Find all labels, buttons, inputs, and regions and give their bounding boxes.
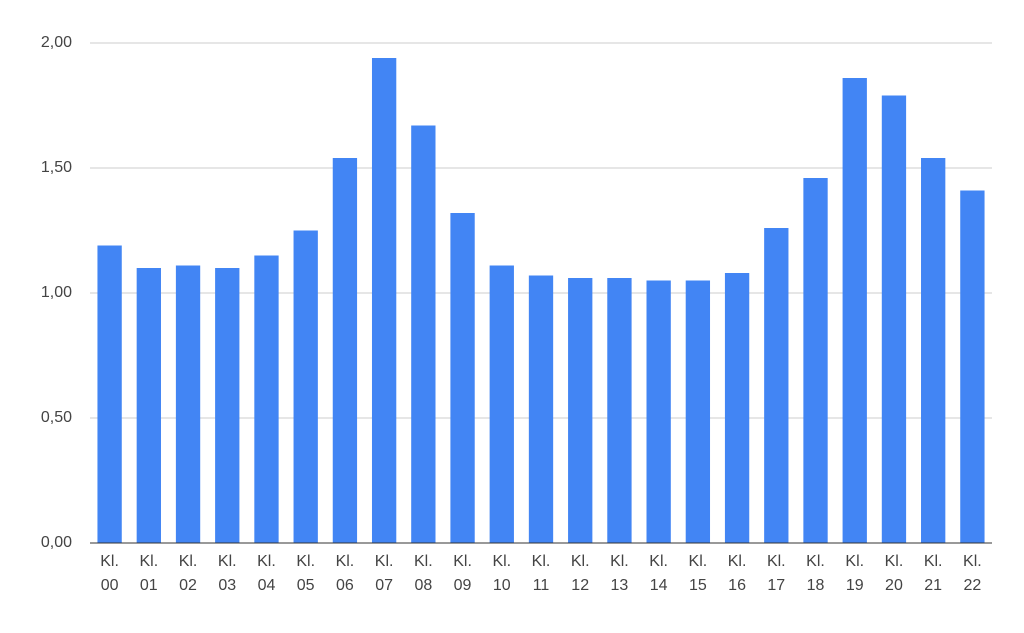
x-tick-label: Kl. 11 <box>531 553 551 594</box>
bar <box>724 273 750 543</box>
x-tick-label: Kl. 08 <box>414 553 433 594</box>
x-tick-label: Kl. 21 <box>923 553 943 594</box>
x-tick-label: Kl. 06 <box>335 553 355 594</box>
y-tick-label: 0,50 <box>41 409 72 426</box>
bar <box>175 265 201 543</box>
bar <box>371 58 397 543</box>
x-tick-label: Kl. 15 <box>688 553 708 594</box>
bar <box>450 213 475 543</box>
bar <box>921 158 946 543</box>
bar <box>607 278 632 543</box>
bar <box>685 280 711 543</box>
bar <box>215 268 240 543</box>
bar <box>97 245 122 543</box>
x-tick-label: Kl. 10 <box>492 553 512 594</box>
x-tick-label: Kl. 18 <box>806 553 825 594</box>
bar <box>332 158 358 543</box>
bar <box>489 265 514 543</box>
bar <box>136 268 161 543</box>
y-tick-label: 1,50 <box>41 159 72 176</box>
bar <box>254 255 279 543</box>
x-tick-label: Kl. 09 <box>453 553 472 594</box>
bar <box>293 230 318 543</box>
bar <box>881 95 907 543</box>
bar <box>528 275 554 543</box>
x-tick-label: Kl. 07 <box>374 553 394 594</box>
x-tick-label: Kl. 16 <box>727 553 747 594</box>
bar <box>960 190 985 543</box>
bar <box>568 278 593 543</box>
bar <box>764 228 789 543</box>
x-tick-label: Kl. 20 <box>884 553 904 594</box>
x-tick-label: Kl. 03 <box>217 553 237 594</box>
x-tick-label: Kl. 04 <box>257 553 276 594</box>
x-tick-label: Kl. 01 <box>139 553 159 594</box>
x-tick-label: Kl. 17 <box>766 553 786 594</box>
x-tick-label: Kl. 22 <box>963 553 982 594</box>
bar <box>646 280 671 543</box>
x-tick-label: Kl. 02 <box>178 553 198 594</box>
x-tick-label: Kl. 05 <box>296 553 316 594</box>
x-tick-label: Kl. 00 <box>100 553 119 594</box>
y-tick-label: 2,00 <box>41 34 72 51</box>
x-tick-label: Kl. 19 <box>845 553 865 594</box>
bar <box>842 78 867 543</box>
y-tick-label: 0,00 <box>41 534 72 551</box>
y-tick-label: 1,00 <box>41 284 72 301</box>
x-tick-label: Kl. 14 <box>649 553 668 594</box>
x-tick-label: Kl. 13 <box>610 553 629 594</box>
bar <box>803 178 828 543</box>
bar <box>411 125 436 543</box>
x-tick-label: Kl. 12 <box>570 553 590 594</box>
